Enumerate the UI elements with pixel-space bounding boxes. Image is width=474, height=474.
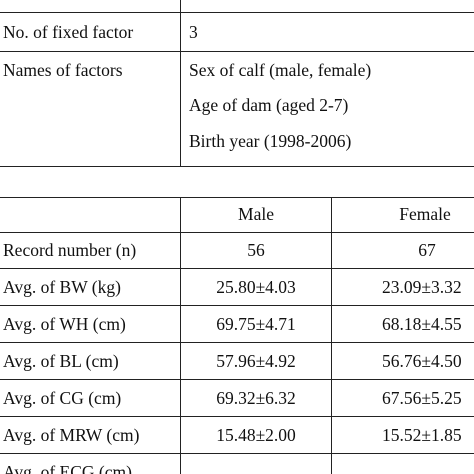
measurements-table-header-rule [0,232,474,233]
factors-table-rule [0,51,474,52]
fixed-factor-label: No. of fixed factor [3,22,134,42]
cell-female: 56.76±4.50 [382,351,462,371]
row-label: Avg. of BW (kg) [3,277,121,297]
measurements-table-rule [0,416,474,417]
measurements-table-rule [0,268,474,269]
factor-name-sex: Sex of calf (male, female) [189,60,372,80]
factor-name-year: Birth year (1998-2006) [189,131,352,151]
measurements-table-rule [0,379,474,380]
factor-name-age: Age of dam (aged 2-7) [189,95,349,115]
cell-female: 67.56±5.25 [382,388,462,408]
factor-names-label: Names of factors [3,60,123,80]
row-label: Avg. of CG (cm) [3,388,122,408]
measurements-table-top-rule [0,197,474,198]
cell-male: 69.75±4.71 [216,314,296,334]
cell-female: 23.09±3.32 [382,277,462,297]
column-header-female: Female [399,204,451,224]
cell-female: 15.52±1.85 [382,425,462,445]
cell-female: 68.18±4.55 [382,314,462,334]
cell-male: 25.80±4.03 [216,277,296,297]
measurements-table-rule [0,453,474,454]
cell-male: 57.96±4.92 [216,351,296,371]
factors-table-rule [0,12,474,13]
row-label: Avg. of WH (cm) [3,314,126,334]
measurements-table-rule [0,305,474,306]
row-label: Avg. of BL (cm) [3,351,119,371]
cell-male: 15.48±2.00 [216,425,296,445]
cell-male: 69.32±6.32 [216,388,296,408]
column-header-male: Male [238,204,274,224]
measurements-table-rule [0,342,474,343]
row-label: Avg. of MRW (cm) [3,425,140,445]
row-label: Record number (n) [3,240,137,260]
fixed-factor-value: 3 [189,22,198,42]
measurements-table-column-divider [331,197,332,474]
factors-table-column-divider [180,0,181,166]
row-label: Avg. of ECG (cm) [3,462,132,474]
cell-male: 56 [247,240,265,260]
factors-table-bottom-rule [0,166,474,167]
cell-female: 67 [418,240,436,260]
measurements-table-column-divider [180,197,181,474]
